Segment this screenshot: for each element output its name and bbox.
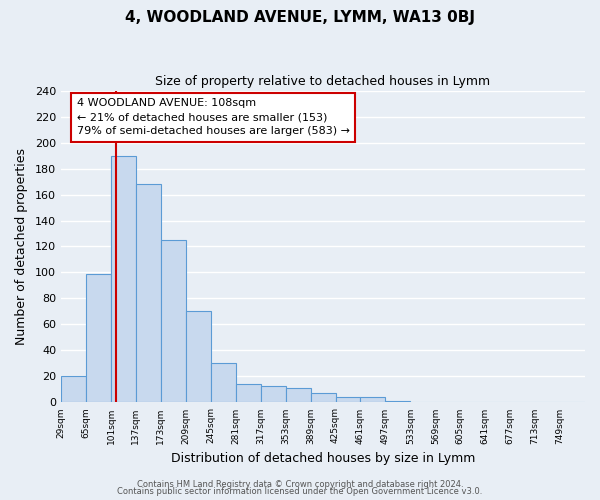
Bar — [286, 388, 311, 402]
Bar — [61, 376, 86, 402]
Bar — [236, 384, 260, 402]
Y-axis label: Number of detached properties: Number of detached properties — [15, 148, 28, 345]
Title: Size of property relative to detached houses in Lymm: Size of property relative to detached ho… — [155, 75, 491, 88]
Bar — [136, 184, 161, 402]
Bar — [111, 156, 136, 402]
Text: 4, WOODLAND AVENUE, LYMM, WA13 0BJ: 4, WOODLAND AVENUE, LYMM, WA13 0BJ — [125, 10, 475, 25]
Bar — [311, 394, 335, 402]
Bar — [211, 364, 236, 403]
Text: Contains public sector information licensed under the Open Government Licence v3: Contains public sector information licen… — [118, 488, 482, 496]
Bar — [260, 386, 286, 402]
Text: 4 WOODLAND AVENUE: 108sqm
← 21% of detached houses are smaller (153)
79% of semi: 4 WOODLAND AVENUE: 108sqm ← 21% of detac… — [77, 98, 350, 136]
Bar — [385, 401, 410, 402]
Bar — [186, 312, 211, 402]
Bar — [161, 240, 186, 402]
Bar — [86, 274, 111, 402]
Text: Contains HM Land Registry data © Crown copyright and database right 2024.: Contains HM Land Registry data © Crown c… — [137, 480, 463, 489]
Bar — [361, 397, 385, 402]
X-axis label: Distribution of detached houses by size in Lymm: Distribution of detached houses by size … — [171, 452, 475, 465]
Bar — [335, 397, 361, 402]
